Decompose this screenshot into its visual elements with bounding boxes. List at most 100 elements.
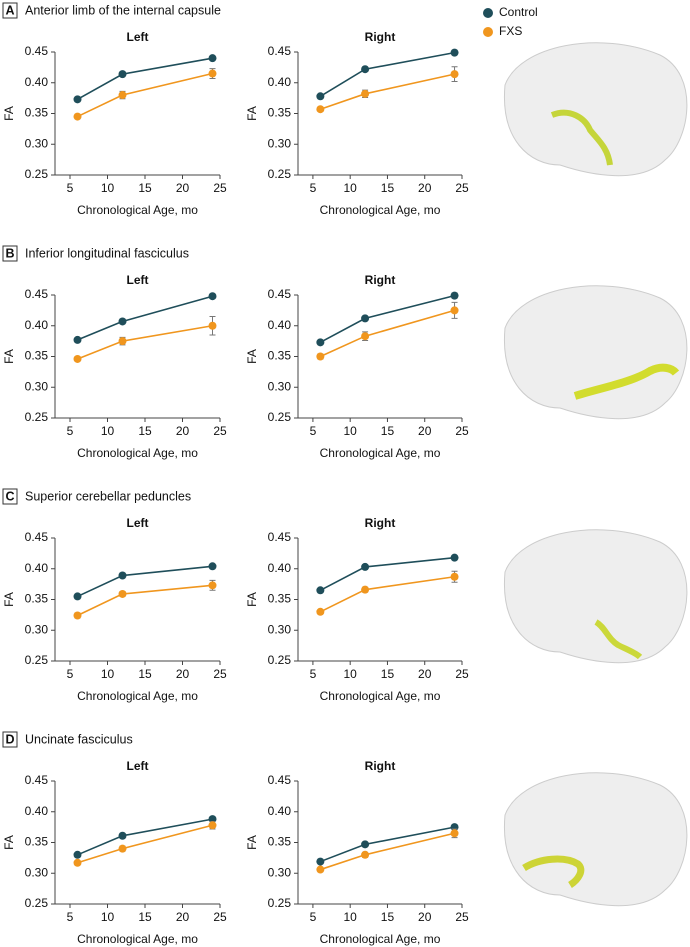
- y-tick-label: 0.35: [268, 835, 292, 849]
- y-tick-label: 0.30: [268, 379, 292, 393]
- data-point: [316, 338, 325, 347]
- x-tick-label: 5: [67, 910, 74, 924]
- data-point: [73, 95, 82, 104]
- brain-a: [503, 42, 688, 177]
- data-point: [361, 840, 370, 849]
- y-axis-label: FA: [245, 106, 259, 121]
- y-tick-label: 0.45: [25, 287, 49, 301]
- data-point: [361, 332, 370, 341]
- y-tick-label: 0.35: [268, 349, 292, 363]
- x-tick-label: 10: [101, 910, 115, 924]
- panel-title: Superior cerebellar peduncles: [25, 489, 191, 503]
- x-tick-label: 10: [344, 667, 358, 681]
- y-tick-label: 0.30: [25, 622, 49, 636]
- x-tick-label: 25: [213, 667, 227, 681]
- y-tick-label: 0.25: [25, 653, 49, 667]
- x-tick-label: 20: [418, 181, 432, 195]
- data-point: [208, 69, 217, 78]
- data-point: [316, 586, 325, 595]
- data-point: [208, 581, 217, 590]
- x-axis-label: Chronological Age, mo: [77, 932, 198, 946]
- x-tick-label: 25: [455, 910, 469, 924]
- panel-label: A: [5, 3, 14, 17]
- x-tick-label: 10: [344, 910, 358, 924]
- data-point: [361, 89, 370, 98]
- data-point: [118, 571, 127, 580]
- data-point: [73, 354, 82, 363]
- x-tick-label: 15: [381, 667, 395, 681]
- x-tick-label: 5: [67, 424, 74, 438]
- brain-outline: [503, 285, 688, 420]
- data-point: [73, 592, 82, 601]
- data-point: [316, 857, 325, 866]
- data-point: [450, 553, 459, 562]
- y-axis-label: FA: [2, 592, 16, 607]
- chart-title: Left: [127, 30, 149, 44]
- y-tick-label: 0.35: [25, 592, 49, 606]
- panel-label-box: [2, 2, 18, 19]
- data-point: [316, 865, 325, 874]
- data-point: [118, 589, 127, 598]
- y-tick-label: 0.30: [25, 136, 49, 150]
- panel-title: Inferior longitudinal fasciculus: [25, 246, 189, 260]
- data-point: [118, 844, 127, 853]
- x-tick-label: 20: [418, 424, 432, 438]
- series-line: [320, 832, 455, 871]
- legend-label: FXS: [499, 24, 522, 38]
- x-tick-label: 10: [101, 424, 115, 438]
- x-tick-label: 15: [138, 181, 152, 195]
- x-axis-label: Chronological Age, mo: [77, 203, 198, 217]
- series-line: [320, 826, 455, 863]
- data-point: [73, 850, 82, 859]
- x-tick-label: 20: [176, 667, 190, 681]
- tract: [594, 619, 643, 660]
- series-line: [77, 818, 213, 856]
- data-point: [73, 858, 82, 867]
- y-tick-label: 0.25: [25, 410, 49, 424]
- y-tick-label: 0.30: [25, 379, 49, 393]
- legend-label: Control: [499, 5, 538, 19]
- x-tick-label: 25: [213, 910, 227, 924]
- x-tick-label: 5: [310, 667, 317, 681]
- x-tick-label: 5: [310, 181, 317, 195]
- x-tick-label: 25: [213, 181, 227, 195]
- brain-c: [503, 529, 688, 664]
- y-tick-label: 0.40: [268, 804, 292, 818]
- y-tick-label: 0.35: [268, 106, 292, 120]
- data-point: [316, 105, 325, 114]
- x-tick-label: 25: [455, 667, 469, 681]
- chart-title: Right: [365, 273, 396, 287]
- data-point: [450, 572, 459, 581]
- chart-title: Left: [127, 273, 149, 287]
- data-point: [208, 562, 217, 571]
- data-point: [73, 112, 82, 121]
- series-line: [319, 294, 455, 344]
- x-tick-label: 5: [310, 424, 317, 438]
- y-tick-label: 0.25: [25, 167, 49, 181]
- data-point: [316, 352, 325, 361]
- series-line: [320, 73, 455, 110]
- y-tick-label: 0.35: [25, 349, 49, 363]
- series-line: [320, 575, 455, 613]
- panel-label-box: [2, 245, 18, 262]
- data-point: [118, 317, 127, 326]
- y-tick-label: 0.25: [268, 410, 292, 424]
- y-tick-label: 0.45: [268, 287, 292, 301]
- data-point: [316, 92, 325, 101]
- panel-title: Uncinate fasciculus: [25, 732, 133, 746]
- tract: [550, 109, 613, 166]
- chart-title: Right: [365, 759, 396, 773]
- y-tick-label: 0.45: [25, 44, 49, 58]
- y-tick-label: 0.45: [25, 773, 49, 787]
- series-line: [77, 295, 213, 341]
- y-tick-label: 0.40: [25, 75, 49, 89]
- data-point: [73, 611, 82, 620]
- x-tick-label: 10: [344, 424, 358, 438]
- data-point: [118, 70, 127, 79]
- data-point: [208, 821, 217, 830]
- x-tick-label: 15: [381, 424, 395, 438]
- chart-title: Right: [365, 30, 396, 44]
- data-point: [450, 48, 459, 57]
- series-line: [319, 556, 455, 591]
- y-tick-label: 0.45: [268, 44, 292, 58]
